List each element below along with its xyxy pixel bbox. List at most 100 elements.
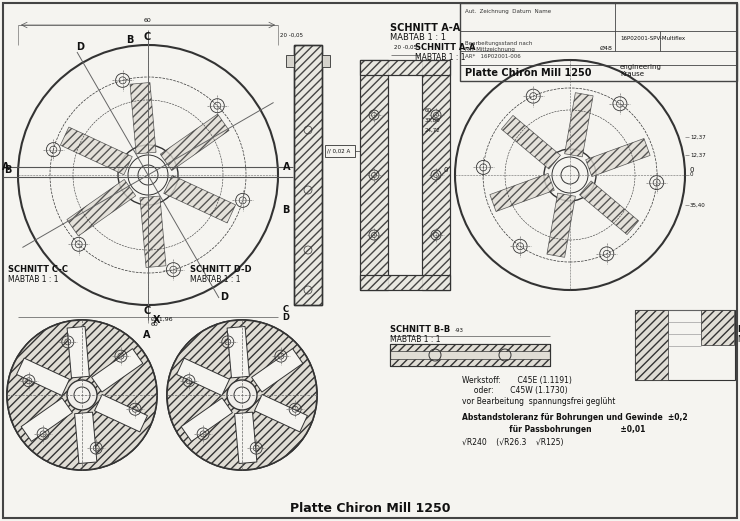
Text: 24,72: 24,72 xyxy=(425,128,441,132)
Text: SCHNITT C-C: SCHNITT C-C xyxy=(8,266,68,275)
Text: AR*   16P02001-006: AR* 16P02001-006 xyxy=(465,55,521,59)
Text: -93: -93 xyxy=(455,328,464,332)
Text: // 0,02 A: // 0,02 A xyxy=(327,148,350,154)
Bar xyxy=(390,359,550,366)
Polygon shape xyxy=(177,358,229,395)
Text: MABTAB 1 : 1: MABTAB 1 : 1 xyxy=(390,334,440,343)
Polygon shape xyxy=(21,398,73,441)
Text: MABTAB 2.5 : 1: MABTAB 2.5 : 1 xyxy=(738,336,740,344)
Polygon shape xyxy=(92,349,143,392)
Bar xyxy=(360,275,450,290)
Text: Platte Chiron Mill 1250: Platte Chiron Mill 1250 xyxy=(290,502,450,515)
Bar xyxy=(360,60,388,290)
Circle shape xyxy=(67,380,97,410)
Bar xyxy=(422,60,450,290)
Text: A: A xyxy=(283,162,291,172)
Bar xyxy=(294,45,322,305)
Text: 20 -0,05: 20 -0,05 xyxy=(280,32,303,38)
Text: A: A xyxy=(143,330,150,340)
Circle shape xyxy=(227,380,257,410)
Text: X: X xyxy=(153,315,161,325)
Text: C: C xyxy=(143,306,150,316)
Polygon shape xyxy=(235,412,257,464)
Text: SCHNITT D-D: SCHNITT D-D xyxy=(190,266,252,275)
Text: 60: 60 xyxy=(151,322,159,328)
Text: D: D xyxy=(282,313,289,321)
Circle shape xyxy=(7,320,157,470)
Bar xyxy=(701,310,734,345)
Text: B: B xyxy=(282,205,289,215)
Polygon shape xyxy=(502,115,560,169)
Text: MABTAB 1 : 1: MABTAB 1 : 1 xyxy=(390,33,446,43)
Bar xyxy=(360,60,450,75)
Text: 12,37: 12,37 xyxy=(690,134,706,140)
Bar xyxy=(390,344,550,366)
Text: 33,80: 33,80 xyxy=(425,118,441,122)
Bar xyxy=(325,145,355,157)
Bar xyxy=(635,310,735,380)
Circle shape xyxy=(74,387,90,403)
Text: MABTAB 1 : 1: MABTAB 1 : 1 xyxy=(190,275,240,283)
Polygon shape xyxy=(565,93,593,157)
Bar xyxy=(422,60,450,290)
Polygon shape xyxy=(75,412,97,464)
Bar xyxy=(635,310,668,380)
Circle shape xyxy=(7,320,157,470)
Text: engineering
Krause: engineering Krause xyxy=(620,65,662,78)
Bar xyxy=(390,344,550,366)
Polygon shape xyxy=(130,82,156,154)
Text: 0: 0 xyxy=(443,167,448,173)
Text: 12,37: 12,37 xyxy=(690,153,706,157)
Polygon shape xyxy=(255,394,307,432)
Text: 60: 60 xyxy=(425,107,432,113)
Text: MABTAB 1 : 1: MABTAB 1 : 1 xyxy=(8,275,58,283)
Text: Aut.  Zeichnung  Datum  Name: Aut. Zeichnung Datum Name xyxy=(465,8,551,14)
Circle shape xyxy=(167,320,317,470)
Bar xyxy=(360,60,450,75)
Text: 35,40: 35,40 xyxy=(690,203,706,207)
Text: Ø48: Ø48 xyxy=(600,45,613,51)
Text: Bearbeitungsstand nach
MIT Mittzeichnung: Bearbeitungsstand nach MIT Mittzeichnung xyxy=(465,41,532,52)
Circle shape xyxy=(234,387,250,403)
Polygon shape xyxy=(586,139,650,177)
Bar xyxy=(390,344,550,351)
Polygon shape xyxy=(252,349,303,392)
Text: DETAIL X: DETAIL X xyxy=(738,326,740,334)
Polygon shape xyxy=(16,358,70,395)
Text: Werkstoff:       C45E (1.1191): Werkstoff: C45E (1.1191) xyxy=(462,376,572,384)
Polygon shape xyxy=(61,127,132,175)
Bar xyxy=(360,60,388,290)
Text: für Passbohrungen           ±0,01: für Passbohrungen ±0,01 xyxy=(462,425,645,433)
Text: A: A xyxy=(2,162,10,172)
Bar xyxy=(460,3,737,81)
Text: SCHNITT A-A: SCHNITT A-A xyxy=(415,43,476,52)
Text: C: C xyxy=(143,32,150,42)
Text: vor Bearbeitung  spannungsfrei geglüht: vor Bearbeitung spannungsfrei geglüht xyxy=(462,398,616,406)
Text: SCHNITT B-B: SCHNITT B-B xyxy=(390,326,450,334)
Polygon shape xyxy=(181,398,232,441)
Polygon shape xyxy=(227,327,249,378)
Text: 20 -0,05: 20 -0,05 xyxy=(394,44,417,49)
Text: 60: 60 xyxy=(144,18,152,22)
Text: C: C xyxy=(283,305,289,315)
Text: oder:       C45W (1.1730): oder: C45W (1.1730) xyxy=(462,387,568,395)
Text: 0: 0 xyxy=(690,172,693,178)
Polygon shape xyxy=(490,173,554,212)
Text: 0: 0 xyxy=(690,167,695,173)
Bar xyxy=(294,45,322,305)
Polygon shape xyxy=(547,193,576,257)
Text: D: D xyxy=(76,42,84,52)
Text: Platte Chiron Mill 1250: Platte Chiron Mill 1250 xyxy=(465,68,591,78)
Polygon shape xyxy=(67,327,90,378)
Text: √R240    (√R26.3    √R125): √R240 (√R26.3 √R125) xyxy=(462,438,563,446)
Text: B: B xyxy=(4,165,11,175)
Text: D: D xyxy=(220,292,228,302)
Polygon shape xyxy=(140,196,166,267)
Text: Ø51,96: Ø51,96 xyxy=(151,316,174,321)
Polygon shape xyxy=(164,175,235,223)
Text: Abstandstoleranz für Bohrungen und Gewinde  ±0,2: Abstandstoleranz für Bohrungen und Gewin… xyxy=(462,414,687,423)
Bar xyxy=(286,55,294,67)
Text: B: B xyxy=(126,35,133,45)
Polygon shape xyxy=(161,114,229,170)
Bar xyxy=(322,55,330,67)
